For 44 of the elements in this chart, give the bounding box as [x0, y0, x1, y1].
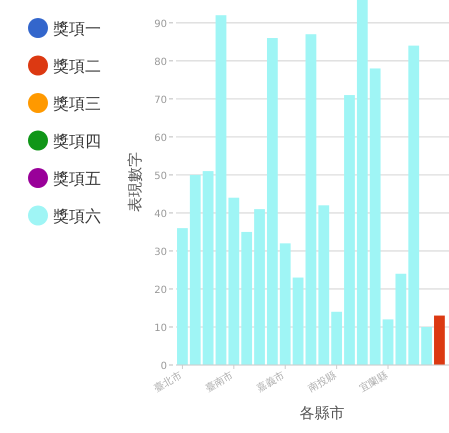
- bar: [254, 209, 265, 365]
- legend-label: 獎項三: [53, 94, 101, 113]
- y-tick-label: 30: [154, 246, 167, 258]
- bar: [280, 243, 291, 365]
- legend-label: 獎項六: [53, 206, 101, 226]
- legend-label: 獎項二: [53, 56, 101, 76]
- y-tick-label: 0: [160, 361, 167, 372]
- y-tick-label: 60: [154, 132, 167, 144]
- legend-label: 獎項四: [53, 132, 101, 150]
- y-tick-label: 20: [154, 284, 167, 296]
- bar: [241, 232, 252, 365]
- y-tick-label: 70: [154, 94, 167, 106]
- bar: [216, 15, 226, 365]
- bar: [190, 174, 201, 365]
- bar: [292, 278, 304, 365]
- bar: [266, 38, 278, 365]
- y-tick-label: 50: [154, 170, 167, 182]
- legend-label: 獎項一: [53, 19, 101, 38]
- y-tick-label: 90: [154, 18, 167, 30]
- x-tick-label: 臺北市: [152, 369, 184, 395]
- bar: [395, 274, 406, 365]
- bar: [318, 205, 330, 365]
- bar: [356, 0, 368, 365]
- bar: [421, 326, 432, 365]
- y-tick-label: 10: [154, 322, 167, 334]
- x-axis-title: 各縣市: [300, 404, 344, 422]
- bar: [306, 34, 316, 365]
- bar: [408, 46, 420, 365]
- bar: [228, 198, 240, 365]
- bar: [382, 319, 394, 365]
- bar: [370, 68, 381, 365]
- x-tick-label: 嘉義市: [254, 369, 287, 395]
- x-tick-label: 南投縣: [306, 369, 338, 395]
- y-tick-label: 40: [154, 208, 167, 220]
- bar: [177, 228, 188, 365]
- y-tick-label: 80: [154, 56, 167, 68]
- x-tick-label: 宜蘭縣: [358, 369, 390, 395]
- bar: [202, 171, 214, 365]
- x-tick-label: 臺南市: [203, 369, 236, 395]
- bar: [344, 95, 355, 365]
- bar: [331, 312, 342, 365]
- legend-label: 獎項五: [53, 169, 101, 188]
- bar: [434, 316, 445, 365]
- y-axis-title: 表現數字: [126, 152, 144, 212]
